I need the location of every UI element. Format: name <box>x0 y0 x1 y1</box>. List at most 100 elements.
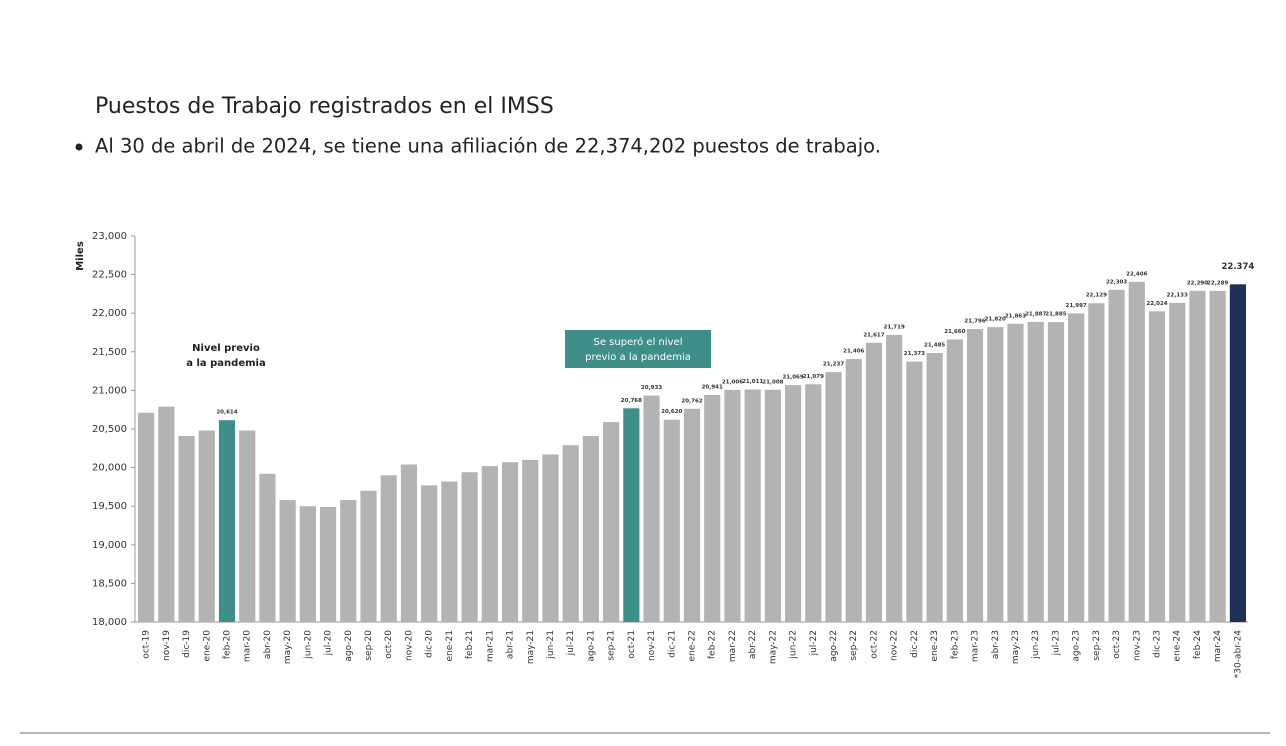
bar <box>926 352 943 622</box>
y-tick-label: 21,000 <box>92 385 127 396</box>
annotation-text: Se superó el nivel <box>594 336 683 348</box>
value-label: 21,006 <box>722 379 743 385</box>
bar <box>865 342 883 622</box>
value-label: 20,614 <box>216 410 237 416</box>
x-tick-label: abr-23 <box>991 630 1001 659</box>
bar <box>441 481 458 622</box>
x-tick-label: *30-abr-24 <box>1233 630 1243 679</box>
bar <box>724 389 741 622</box>
bar <box>643 395 660 622</box>
value-label: 21,485 <box>924 342 945 348</box>
x-tick-label: may-23 <box>1011 630 1021 664</box>
x-tick-label: may-20 <box>283 630 293 664</box>
annotation-text: previo a la pandemia <box>585 352 691 363</box>
bar <box>218 420 236 622</box>
bar <box>319 506 337 622</box>
y-tick-label: 18,500 <box>92 578 127 589</box>
x-tick-label: jul-20 <box>324 630 334 657</box>
x-tick-label: mar-23 <box>971 630 981 662</box>
bar <box>1068 313 1085 622</box>
x-tick-label: jul-23 <box>1051 630 1061 656</box>
chart-subtitle: Al 30 de abril de 2024, se tiene una afi… <box>95 135 881 158</box>
x-tick-label: ago-23 <box>1072 630 1082 662</box>
bar <box>1148 311 1166 622</box>
bar <box>1229 284 1246 622</box>
bar <box>1209 290 1226 622</box>
y-tick-label: 19,000 <box>92 540 127 551</box>
x-tick-label: feb-22 <box>708 630 718 659</box>
bar <box>582 435 599 622</box>
y-axis-label: Miles <box>75 241 86 271</box>
x-tick-label: nov-21 <box>647 630 657 661</box>
x-tick-label: dic-19 <box>182 630 192 658</box>
x-tick-label: nov-19 <box>162 630 172 661</box>
chart-title: Puestos de Trabajo registrados en el IMS… <box>95 94 554 119</box>
annotation-text: Nivel previo <box>192 343 260 354</box>
x-tick-label: mar-21 <box>485 630 495 662</box>
annotation-box <box>565 330 711 368</box>
x-tick-label: ago-21 <box>586 630 596 662</box>
value-label: 22,289 <box>1207 280 1228 286</box>
x-tick-label: oct-23 <box>1112 630 1122 659</box>
x-tick-label: dic-23 <box>1153 630 1163 658</box>
x-tick-label: dic-20 <box>425 630 435 658</box>
bar <box>158 406 175 622</box>
bar <box>1189 290 1206 622</box>
bar <box>178 435 195 622</box>
bar <box>886 334 903 622</box>
bar <box>380 475 397 622</box>
y-tick-label: 20,500 <box>92 424 127 435</box>
x-tick-label: jul-21 <box>566 630 576 656</box>
value-label: 21,011 <box>742 379 763 385</box>
y-tick-label: 19,500 <box>92 501 127 512</box>
x-tick-label: nov-20 <box>404 630 414 661</box>
x-tick-label: feb-23 <box>950 630 960 659</box>
value-label: 21,719 <box>884 324 905 330</box>
value-label: 21,885 <box>1045 312 1066 318</box>
bar <box>1088 303 1105 622</box>
value-label: 21,997 <box>1066 303 1087 309</box>
value-label: 20,768 <box>621 398 642 404</box>
x-tick-label: ene-20 <box>202 630 212 662</box>
y-tick-label: 18,000 <box>92 617 127 628</box>
y-tick-label: 22,500 <box>92 270 127 281</box>
x-tick-label: jun-23 <box>1031 630 1041 660</box>
bar <box>1108 289 1125 622</box>
bar <box>987 327 1004 622</box>
bar <box>1128 281 1145 622</box>
x-tick-label: jul-22 <box>809 630 819 656</box>
value-label: 20,762 <box>681 398 702 404</box>
bar <box>501 462 519 622</box>
x-tick-label: nov-23 <box>1132 630 1142 661</box>
value-label: 20,941 <box>702 384 723 390</box>
value-label: 21,069 <box>782 375 803 381</box>
x-tick-label: ene-21 <box>445 630 455 661</box>
x-tick-label: nov-22 <box>890 630 900 661</box>
value-label: 21,079 <box>803 374 824 380</box>
bar <box>1027 321 1044 622</box>
value-label: 20,620 <box>661 409 682 415</box>
bar <box>744 389 761 622</box>
value-label: 22,133 <box>1167 292 1188 298</box>
x-tick-label: may-21 <box>526 630 536 664</box>
bar <box>946 339 963 622</box>
value-label: 22,406 <box>1126 271 1147 277</box>
x-tick-label: abr-20 <box>263 630 273 659</box>
bar <box>542 454 559 622</box>
bar <box>906 361 923 622</box>
bar <box>825 372 842 622</box>
x-tick-label: sep-23 <box>1092 630 1102 661</box>
bar <box>522 459 539 622</box>
bar <box>785 385 802 622</box>
value-label: 21,406 <box>843 349 864 355</box>
bar <box>1007 323 1024 622</box>
x-tick-label: ene-23 <box>930 630 940 661</box>
annotation-text: a la pandemia <box>186 358 265 369</box>
bar <box>1047 322 1065 622</box>
value-label: 21,796 <box>964 318 985 324</box>
value-label: 21,008 <box>762 379 783 385</box>
bar <box>1169 302 1186 622</box>
y-tick-label: 22,000 <box>92 308 127 319</box>
x-tick-label: sep-21 <box>607 630 617 661</box>
x-tick-label: dic-21 <box>667 630 677 658</box>
